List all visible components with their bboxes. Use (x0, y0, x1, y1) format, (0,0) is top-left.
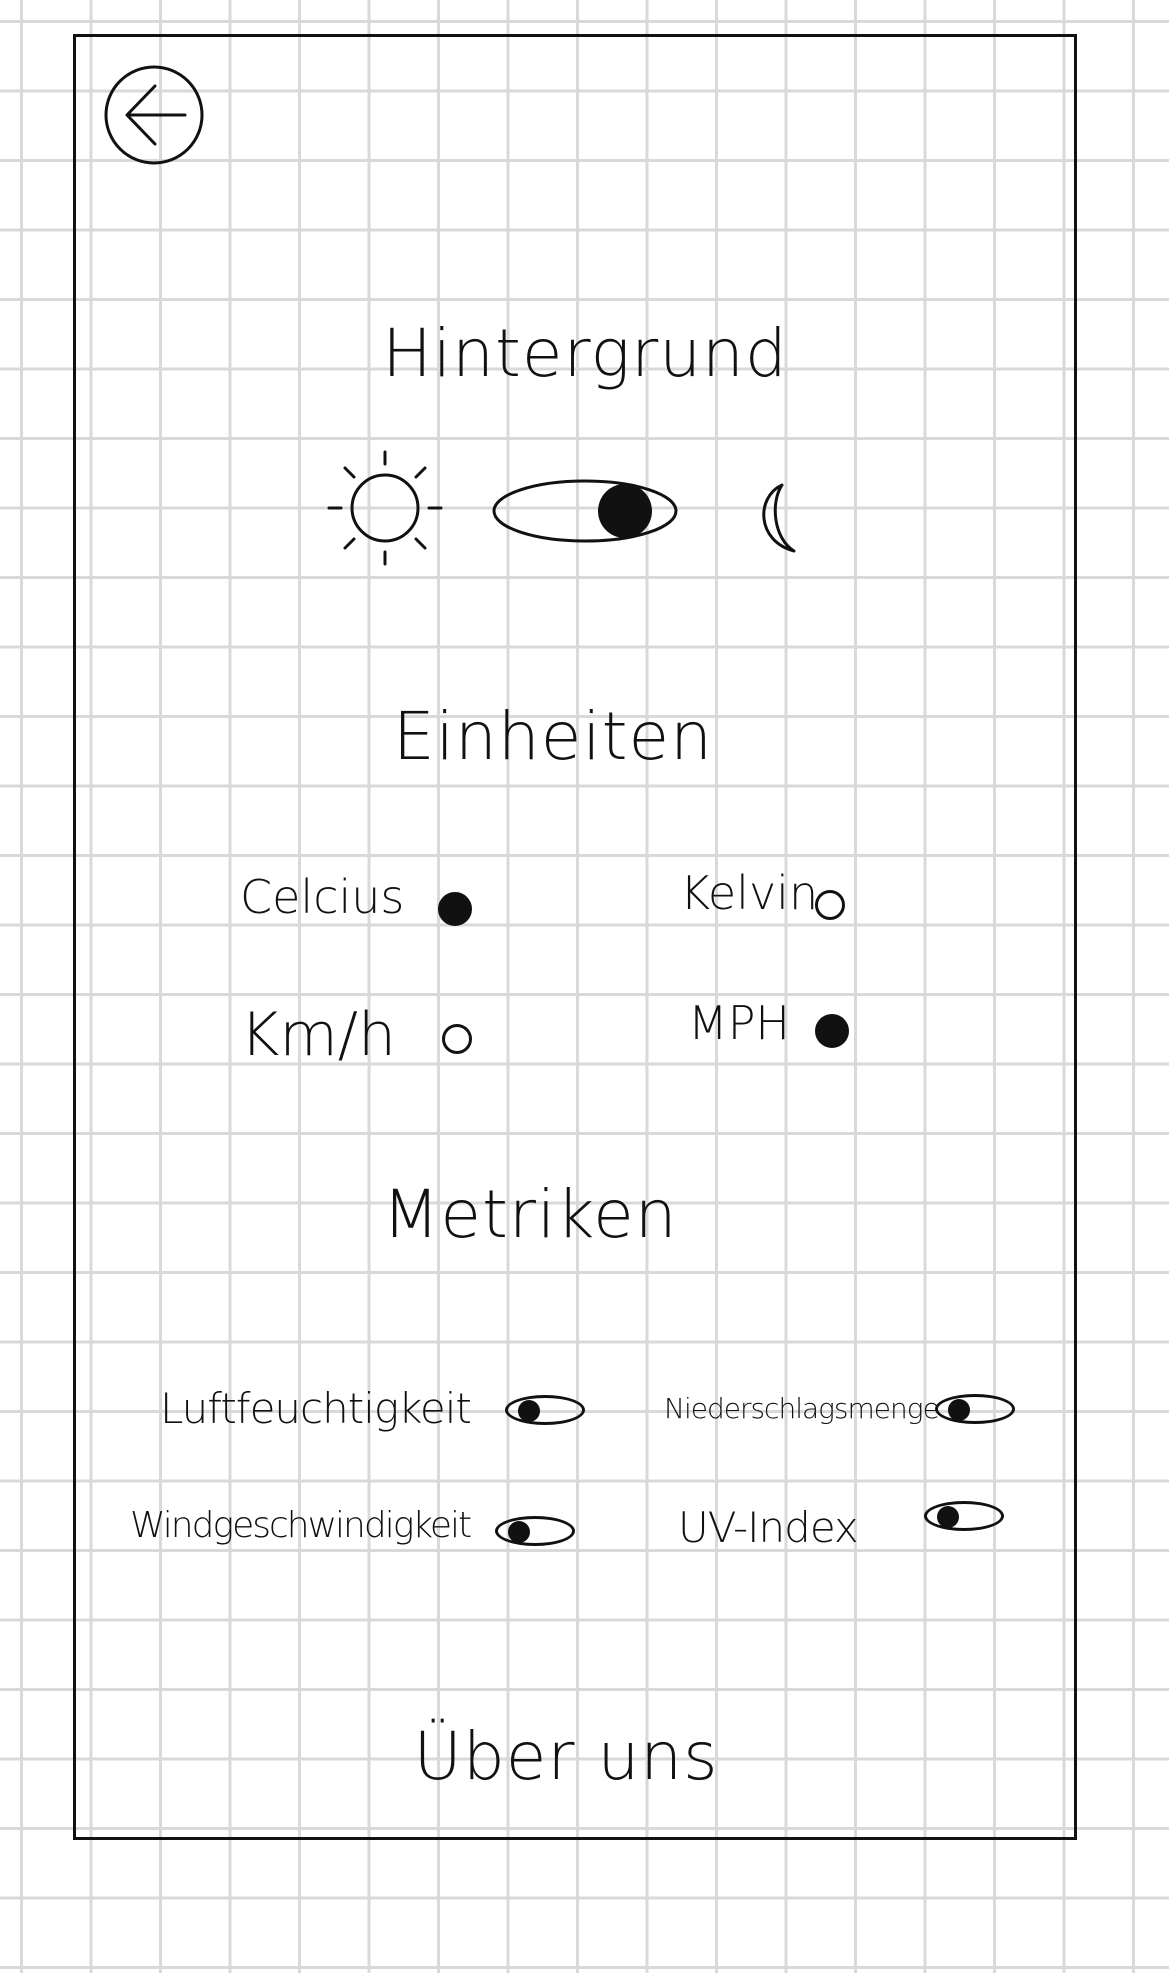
kelvin-radio[interactable] (815, 890, 845, 920)
kelvin-label: Kelvin (680, 866, 819, 920)
eye-toggle-icon (518, 1400, 540, 1422)
precipitation-label: Niederschlagsmenge (664, 1392, 940, 1425)
settings-screen (73, 34, 1077, 1840)
humidity-label: Luftfeuchtigkeit (160, 1384, 472, 1433)
sun-icon (325, 448, 445, 568)
mph-radio[interactable] (815, 1014, 849, 1048)
uv-index-visibility-toggle[interactable] (924, 1501, 1004, 1531)
metrics-heading: Metriken (382, 1176, 678, 1253)
mph-label: MPH (688, 996, 791, 1050)
precipitation-visibility-toggle[interactable] (935, 1394, 1015, 1424)
theme-toggle[interactable] (491, 478, 679, 544)
arrow-left-circle-icon (104, 65, 204, 165)
back-button[interactable] (103, 64, 205, 166)
about-us-link[interactable]: Über uns (413, 1718, 719, 1795)
moon-icon (752, 483, 802, 555)
uv-index-label: UV-Index (678, 1503, 859, 1552)
kmh-label: Km/h (240, 1000, 397, 1070)
background-heading: Hintergrund (382, 315, 788, 392)
wind-speed-label: Windgeschwindigkeit (130, 1505, 472, 1546)
kmh-radio[interactable] (442, 1024, 472, 1054)
humidity-visibility-toggle[interactable] (505, 1395, 585, 1425)
eye-toggle-icon (948, 1399, 970, 1421)
eye-toggle-icon (937, 1506, 959, 1528)
theme-toggle-knob (598, 484, 652, 538)
eye-toggle-icon (508, 1521, 530, 1543)
celsius-label: Celcius (240, 870, 405, 924)
wind-speed-visibility-toggle[interactable] (495, 1516, 575, 1546)
units-heading: Einheiten (393, 698, 713, 775)
celsius-radio[interactable] (438, 892, 472, 926)
